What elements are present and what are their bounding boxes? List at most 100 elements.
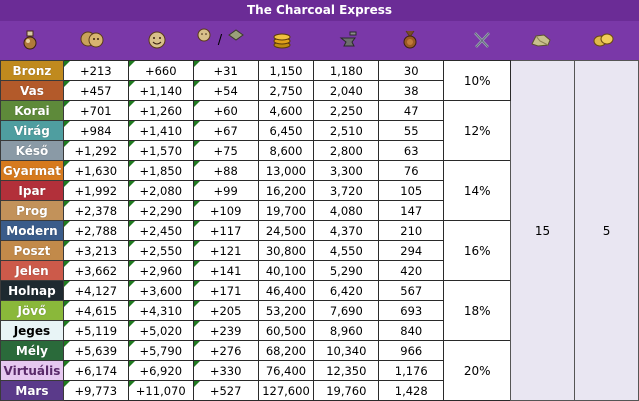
face-gem-icon-group: / [190,24,250,48]
table-row: Korai +701 +1,260 +60 4,600 2,250 47 12% [0,100,639,161]
cell-c1: +1,630 [62,160,129,181]
cell-c3: +54 [192,80,259,101]
table-row: Jövő +4,615 +4,310 +205 53,200 7,690 693 [0,300,639,321]
age-label: Korai [0,100,64,121]
table-row: Poszt +3,213 +2,550 +121 30,800 4,550 294 [0,240,639,261]
cell-c5: 2,800 [313,140,380,161]
cell-c5: 1,180 [313,60,380,81]
table-row: Virág +984 +1,410 +67 6,450 2,510 55 [0,120,639,141]
cell-c4: 68,200 [257,340,315,361]
medal-icon [400,29,420,51]
table-row: Holnap +4,127 +3,600 +171 46,400 6,420 567 18% [0,280,639,341]
cell-c2: +3,600 [127,280,194,301]
cell-c6: 38 [378,80,445,101]
cell-c3: +276 [192,340,259,361]
percent-cell: 10% [443,60,512,101]
percent-cell: 18% [443,280,512,341]
cell-c4: 40,100 [257,260,315,281]
anvil-hammer-icon [338,29,360,51]
cell-c6: 63 [378,140,445,161]
cell-c1: +3,662 [62,260,129,281]
cell-c5: 19,760 [313,380,380,401]
table-row: Bronz +213 +660 +31 1,150 1,180 30 10% 15 5 [0,60,639,401]
cell-c2: +4,310 [127,300,194,321]
age-label: Vas [0,80,64,101]
cell-c2: +1,260 [127,100,194,121]
cell-c2: +2,450 [127,220,194,241]
cell-c4: 13,000 [257,160,315,181]
cell-c5: 2,040 [313,80,380,101]
cell-c2: +2,080 [127,180,194,201]
age-label: Virtuális [0,360,64,381]
cell-c3: +109 [192,200,259,221]
cell-c4: 19,700 [257,200,315,221]
window-title-bar: The Charcoal Express [0,0,639,21]
cell-c5: 4,550 [313,240,380,261]
goods-icon [592,29,614,51]
cell-c3: +75 [192,140,259,161]
separator-slash: / [217,32,223,48]
cell-c5: 12,350 [313,360,380,381]
cell-c3: +99 [192,180,259,201]
cell-c3: +239 [192,320,259,341]
cell-c3: +67 [192,120,259,141]
cell-c4: 16,200 [257,180,315,201]
cell-c6: 55 [378,120,445,141]
cell-c1: +1,992 [62,180,129,201]
cell-c2: +1,570 [127,140,194,161]
cell-c3: +121 [192,240,259,261]
cell-c5: 3,720 [313,180,380,201]
window-title: The Charcoal Express [246,3,393,17]
cell-c6: 420 [378,260,445,281]
age-label: Jeges [0,320,64,341]
table-row: Vas +457 +1,140 +54 2,750 2,040 38 [0,80,639,101]
cell-c4: 24,500 [257,220,315,241]
cell-c6: 693 [378,300,445,321]
age-label: Késő [0,140,64,161]
col9-value: 15 [510,60,576,401]
cell-c4: 2,750 [257,80,315,101]
percent-cell: 20% [443,340,512,401]
table-row: Prog +2,378 +2,290 +109 19,700 4,080 147 [0,200,639,221]
cell-c1: +984 [62,120,129,141]
cell-c3: +60 [192,100,259,121]
cell-c3: +527 [192,380,259,401]
age-label: Holnap [0,280,64,301]
resources-icon [530,29,552,51]
potion-icon [20,29,40,51]
cell-c2: +6,920 [127,360,194,381]
cell-c4: 60,500 [257,320,315,341]
age-label: Mars [0,380,64,401]
cell-c3: +330 [192,360,259,381]
age-label: Prog [0,200,64,221]
cell-c1: +1,292 [62,140,129,161]
cell-c6: 47 [378,100,445,121]
cell-c4: 6,450 [257,120,315,141]
cell-c5: 5,290 [313,260,380,281]
cell-c1: +2,788 [62,220,129,241]
cell-c6: 147 [378,200,445,221]
cell-c3: +31 [192,60,259,81]
gem-icon [228,29,245,41]
cell-c4: 4,600 [257,100,315,121]
cell-c1: +701 [62,100,129,121]
people-icon [80,29,104,51]
age-label: Poszt [0,240,64,261]
age-label: Jelen [0,260,64,281]
cell-c3: +117 [192,220,259,241]
cell-c2: +2,960 [127,260,194,281]
cell-c1: +4,127 [62,280,129,301]
cell-c2: +1,850 [127,160,194,181]
cell-c1: +2,378 [62,200,129,221]
cell-c4: 127,600 [257,380,315,401]
cell-c5: 4,370 [313,220,380,241]
cell-c5: 6,420 [313,280,380,301]
cell-c1: +3,213 [62,240,129,261]
cell-c1: +5,639 [62,340,129,361]
cell-c6: 840 [378,320,445,341]
cell-c1: +9,773 [62,380,129,401]
col10-value: 5 [574,60,639,401]
table-row: Mars +9,773 +11,070 +527 127,600 19,760 1,428 [0,380,639,401]
cell-c3: +171 [192,280,259,301]
cell-c2: +1,140 [127,80,194,101]
